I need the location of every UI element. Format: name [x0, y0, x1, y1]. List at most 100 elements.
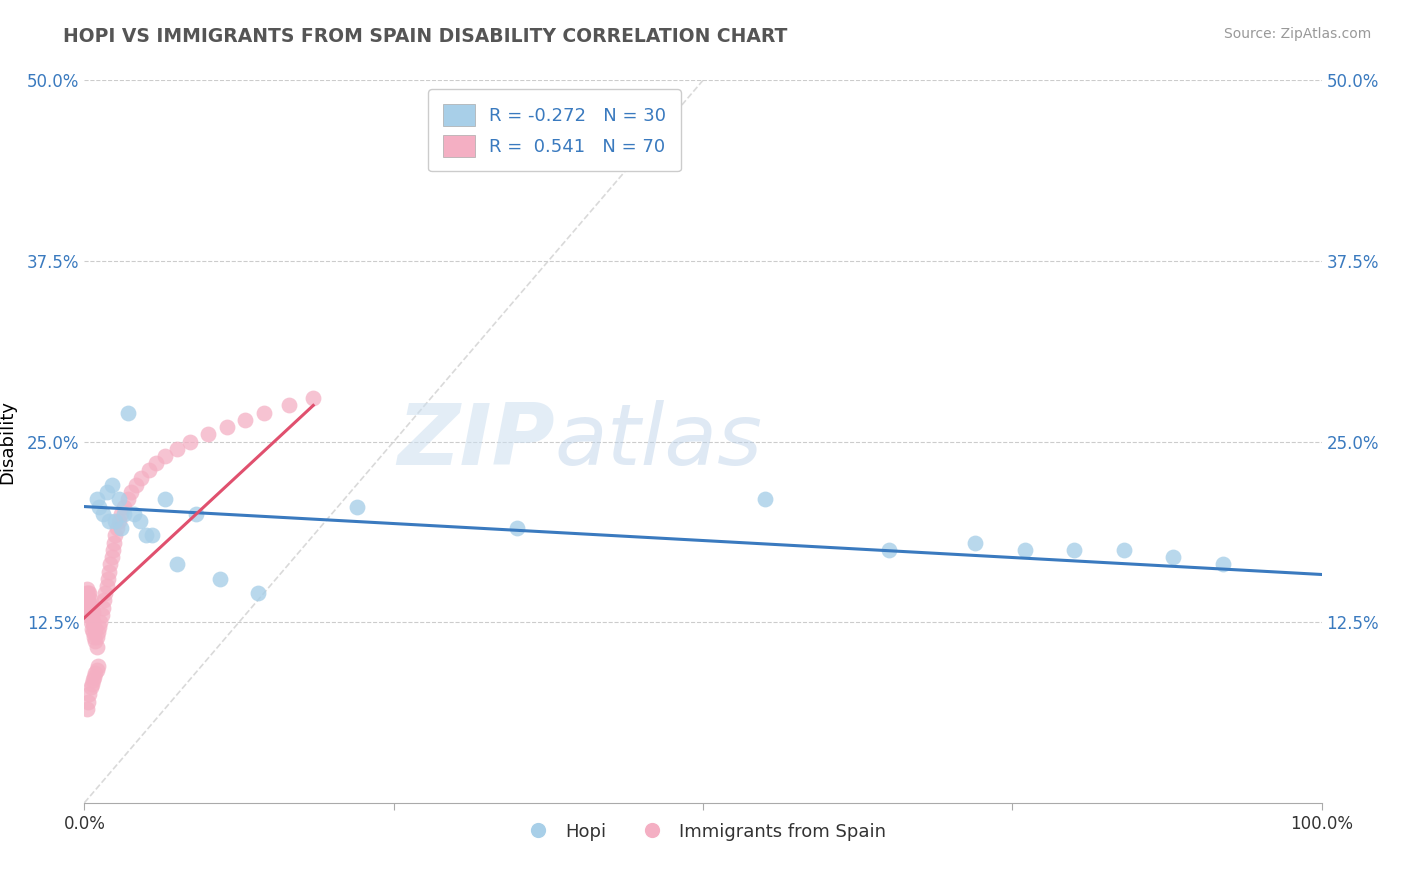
Point [506, 521, 529, 535]
Point [79, 586, 101, 600]
Point [135, 528, 157, 542]
Text: atlas: atlas [554, 400, 762, 483]
Point [97, 572, 120, 586]
Point [153, 449, 176, 463]
Point [108, 492, 131, 507]
Point [93, 593, 115, 607]
Point [82, 625, 104, 640]
Point [96, 579, 118, 593]
Point [84, 623, 107, 637]
Point [166, 558, 188, 572]
Point [84, 634, 107, 648]
Point [277, 398, 299, 412]
Point [253, 406, 276, 420]
Point [101, 542, 124, 557]
Point [110, 521, 132, 535]
Point [79, 593, 101, 607]
Point [83, 619, 105, 633]
Point [215, 420, 238, 434]
Point [112, 500, 135, 514]
Point [125, 478, 148, 492]
Point [104, 528, 127, 542]
Point [105, 521, 128, 535]
Text: Source: ZipAtlas.com: Source: ZipAtlas.com [1223, 27, 1371, 41]
Point [117, 406, 139, 420]
Point [79, 615, 101, 630]
Point [80, 623, 103, 637]
Point [77, 600, 100, 615]
Point [246, 586, 269, 600]
Point [877, 542, 900, 557]
Point [129, 514, 152, 528]
Point [96, 485, 118, 500]
Point [1112, 542, 1135, 557]
Point [76, 582, 98, 596]
Point [754, 492, 776, 507]
Point [75, 586, 97, 600]
Point [1063, 542, 1085, 557]
Point [100, 550, 122, 565]
Point [117, 492, 139, 507]
Point [87, 625, 110, 640]
Point [83, 670, 105, 684]
Point [76, 702, 98, 716]
Point [90, 607, 112, 622]
Point [91, 507, 114, 521]
Point [89, 500, 111, 514]
Point [1212, 558, 1234, 572]
Point [77, 695, 100, 709]
Point [76, 591, 98, 605]
Y-axis label: Disability: Disability [0, 400, 15, 483]
Point [76, 596, 98, 610]
Point [84, 665, 107, 680]
Point [82, 605, 104, 619]
Point [79, 605, 101, 619]
Point [209, 572, 232, 586]
Point [302, 391, 325, 405]
Point [79, 596, 101, 610]
Point [77, 593, 100, 607]
Point [86, 630, 108, 644]
Point [75, 593, 97, 607]
Point [86, 492, 108, 507]
Point [153, 492, 176, 507]
Point [346, 500, 368, 514]
Point [86, 640, 108, 654]
Point [80, 600, 103, 615]
Point [98, 558, 121, 572]
Point [94, 586, 117, 600]
Point [80, 611, 103, 625]
Point [98, 565, 121, 579]
Point [108, 514, 131, 528]
Point [129, 470, 152, 484]
Point [79, 687, 101, 701]
Point [138, 463, 160, 477]
Point [233, 413, 256, 427]
Point [110, 507, 132, 521]
Point [80, 677, 103, 691]
Point [104, 514, 127, 528]
Point [184, 507, 207, 521]
Point [82, 673, 104, 687]
Text: ZIP: ZIP [396, 400, 554, 483]
Point [82, 615, 104, 630]
Point [91, 600, 114, 615]
Point [79, 680, 101, 694]
Point [77, 586, 100, 600]
Point [145, 456, 167, 470]
Point [112, 507, 135, 521]
Point [1014, 542, 1036, 557]
Point [122, 507, 145, 521]
Point [89, 619, 111, 633]
Point [103, 535, 125, 549]
Point [965, 535, 987, 549]
Point [166, 442, 188, 456]
Legend: Hopi, Immigrants from Spain: Hopi, Immigrants from Spain [513, 815, 893, 848]
Point [86, 663, 108, 677]
Point [87, 658, 110, 673]
Point [179, 434, 201, 449]
Point [197, 427, 219, 442]
Text: HOPI VS IMMIGRANTS FROM SPAIN DISABILITY CORRELATION CHART: HOPI VS IMMIGRANTS FROM SPAIN DISABILITY… [63, 27, 787, 45]
Point [83, 630, 105, 644]
Point [79, 607, 101, 622]
